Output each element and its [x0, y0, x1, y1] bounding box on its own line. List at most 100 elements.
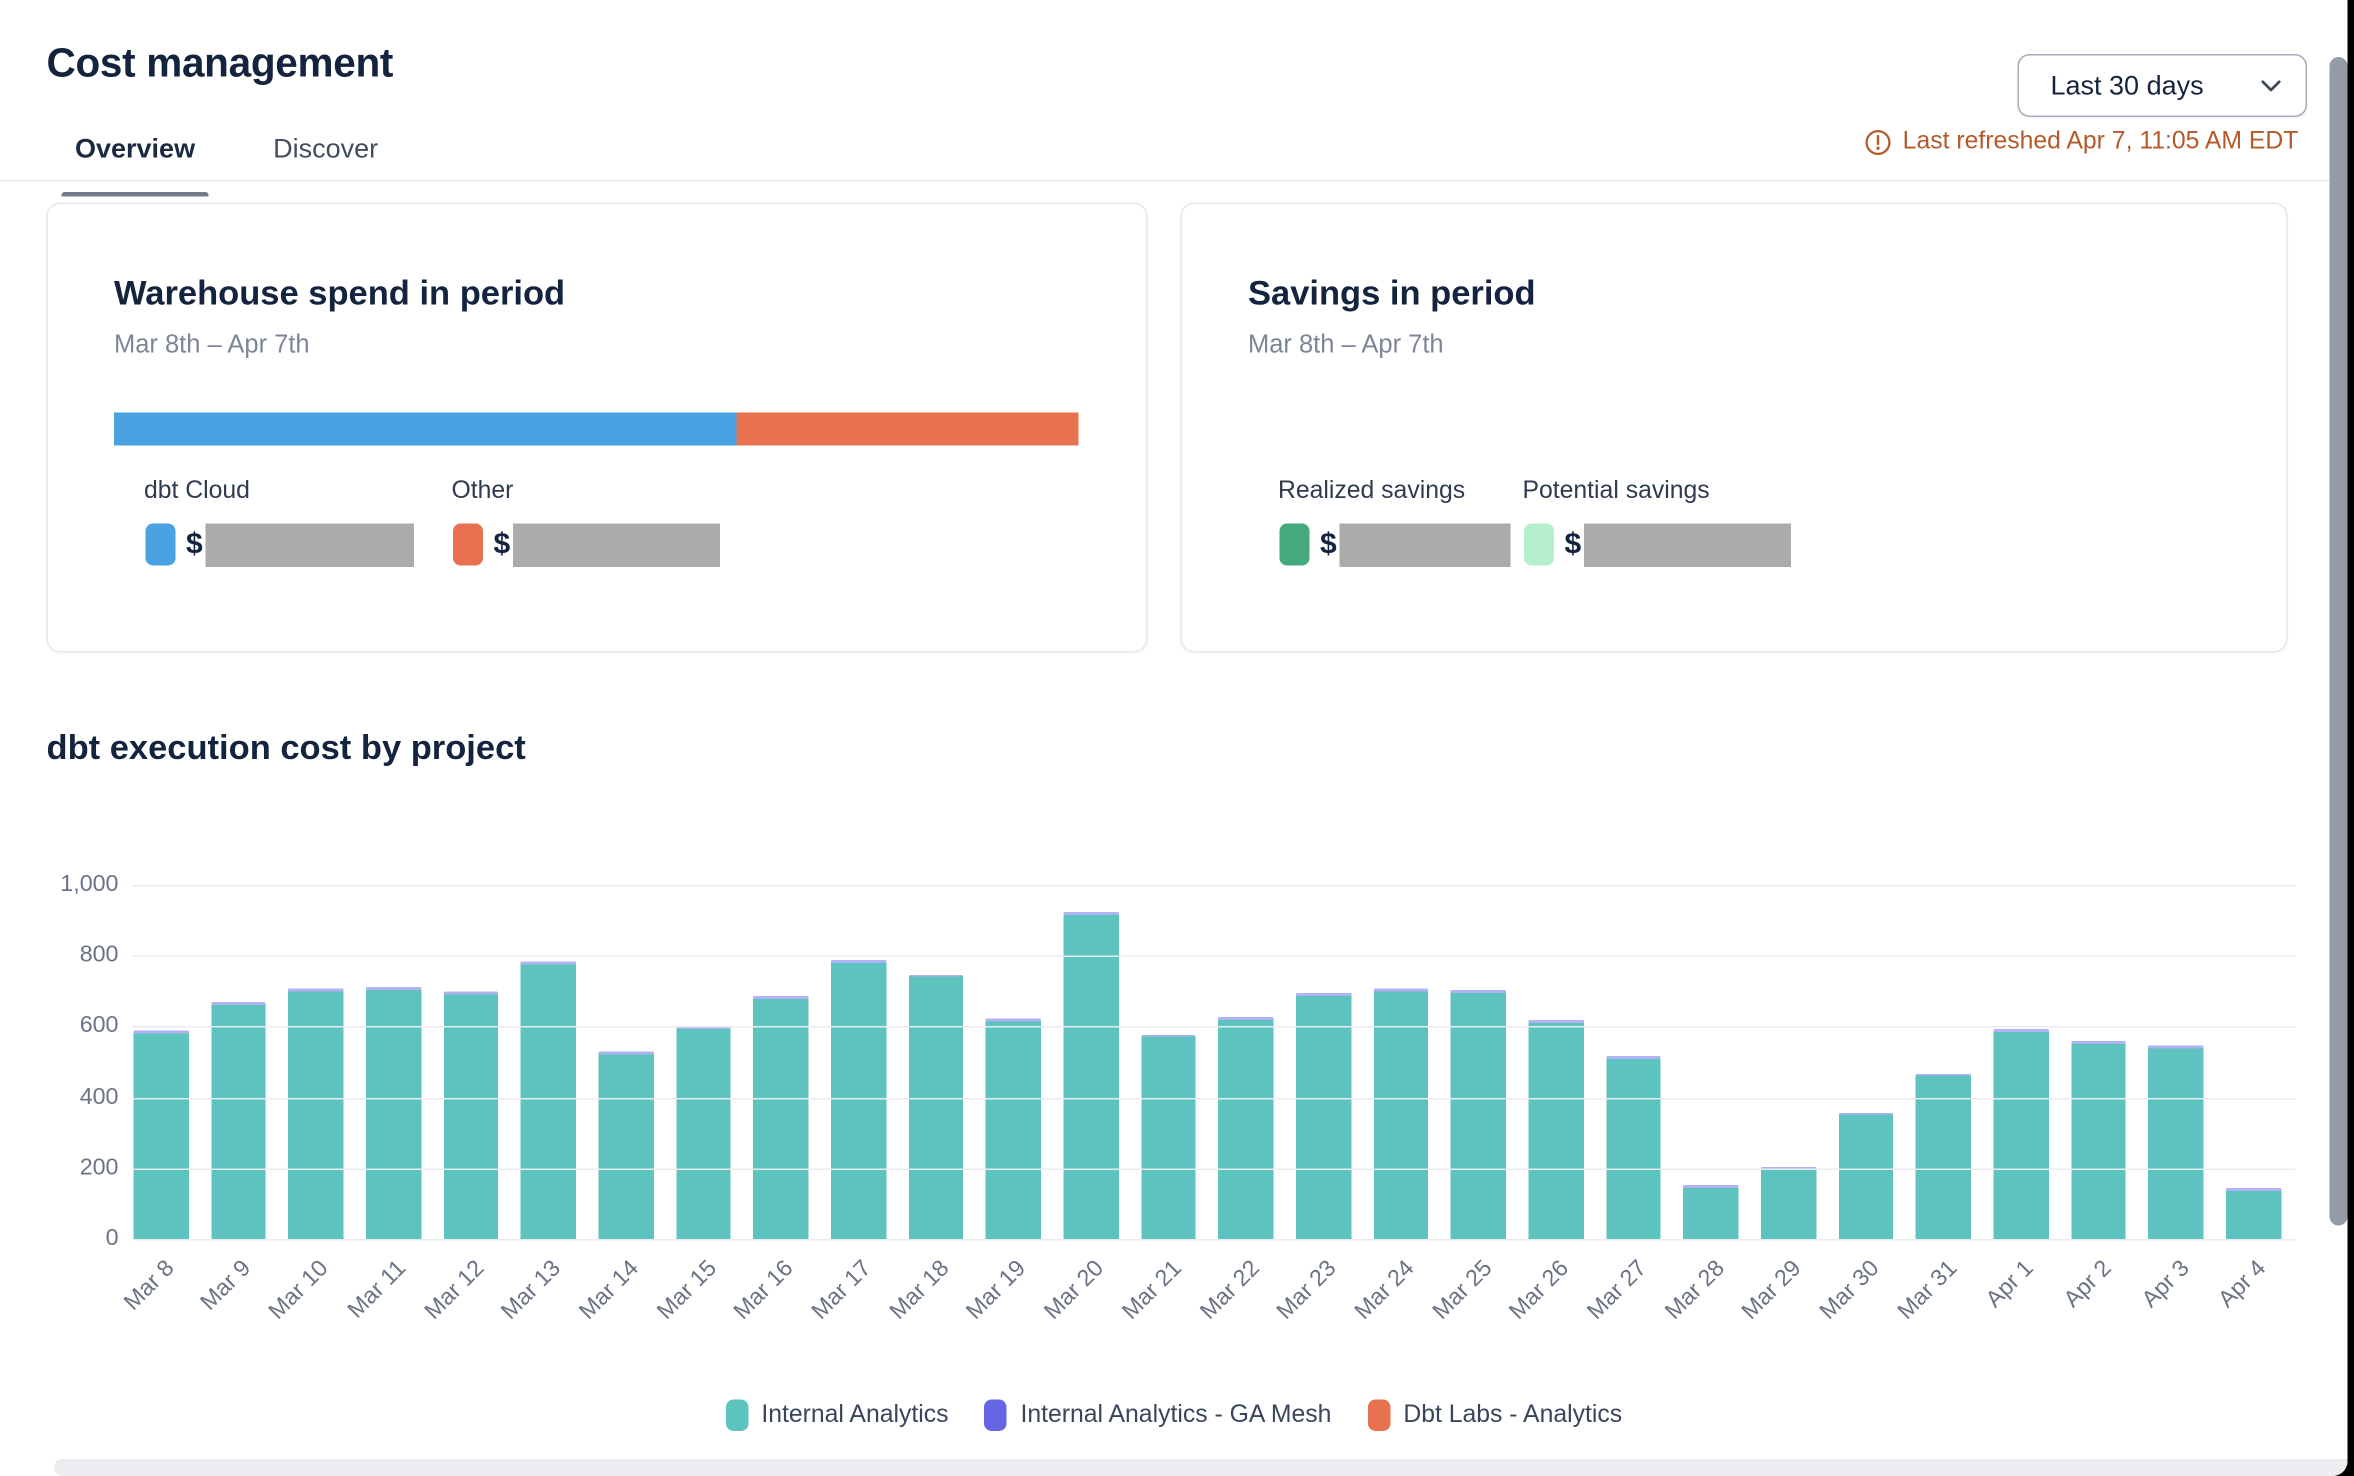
tab-discover[interactable]: Discover [273, 133, 379, 164]
bar-mar-16[interactable] [753, 998, 809, 1239]
tab-overview[interactable]: Overview [61, 134, 209, 197]
x-tick-label: Mar 28 [1659, 1255, 1730, 1325]
bar-slot [598, 885, 654, 1239]
bar-mar-23[interactable] [1296, 996, 1352, 1239]
last-refreshed-text: Last refreshed Apr 7, 11:05 AM EDT [1902, 127, 2299, 155]
bar-slot [2226, 885, 2282, 1239]
bar-mar-21[interactable] [1141, 1037, 1197, 1239]
savings-card: Savings in period Mar 8th – Apr 7th Real… [1180, 201, 2288, 652]
currency-symbol: $ [493, 527, 511, 561]
redacted-value [1584, 522, 1792, 567]
bar-mar-14[interactable] [598, 1054, 654, 1239]
date-range-select[interactable]: Last 30 days [2017, 54, 2307, 117]
bar-slot [1373, 885, 1429, 1239]
x-tick: Apr 4 [2214, 1239, 2281, 1329]
bar-mar-22[interactable] [1218, 1019, 1274, 1239]
bar-mar-10[interactable] [288, 991, 344, 1239]
bar-mar-12[interactable] [443, 994, 499, 1239]
redacted-value [513, 522, 721, 567]
bar-segment-ga-mesh [753, 995, 809, 999]
bar-mar-30[interactable] [1838, 1115, 1894, 1239]
bar-slot [753, 885, 809, 1239]
legend-item-internal-analytics-ga-mesh[interactable]: Internal Analytics - GA Mesh [984, 1399, 1331, 1431]
bar-mar-28[interactable] [1683, 1187, 1739, 1239]
realized-savings-swatch [1279, 523, 1310, 566]
bar-apr-1[interactable] [1993, 1031, 2049, 1239]
x-tick-label: Mar 27 [1582, 1255, 1652, 1325]
x-tick-label: Mar 12 [419, 1255, 490, 1325]
x-tick: Mar 16 [730, 1239, 809, 1329]
bar-apr-2[interactable] [2071, 1044, 2127, 1239]
bar-segment-ga-mesh [1916, 1073, 1972, 1077]
bar-mar-24[interactable] [1373, 991, 1429, 1239]
x-tick-label: Mar 21 [1117, 1255, 1187, 1325]
bar-segment-ga-mesh [1218, 1016, 1274, 1020]
bar-mar-27[interactable] [1606, 1058, 1662, 1239]
x-tick: Mar 13 [497, 1239, 576, 1329]
bar-slot [1838, 885, 1894, 1239]
bar-slot [2148, 885, 2204, 1239]
x-axis-labels: Mar 8 Mar 9 Mar 10 Mar 11 Mar 12 Mar 13 Mar 14… [119, 1239, 2282, 1329]
bar-mar-31[interactable] [1916, 1076, 1972, 1239]
dbt-cloud-label: dbt Cloud [144, 476, 250, 504]
vertical-scrollbar-thumb[interactable] [2329, 57, 2348, 1226]
bar-segment-ga-mesh [1451, 990, 1507, 993]
bar-segment-ga-mesh [986, 1018, 1042, 1022]
x-tick: Mar 19 [962, 1239, 1041, 1329]
bar-mar-26[interactable] [1528, 1023, 1584, 1239]
bar-mar-13[interactable] [521, 964, 577, 1239]
x-tick-label: Mar 20 [1039, 1255, 1110, 1325]
bar-slot [1296, 885, 1352, 1239]
bar-segment-ga-mesh [1373, 988, 1429, 992]
bar-mar-8[interactable] [133, 1033, 189, 1239]
x-tick: Mar 9 [196, 1239, 266, 1329]
bar-slot [1141, 885, 1197, 1239]
card-date-range: Mar 8th – Apr 7th [1248, 329, 1444, 358]
card-title: Savings in period [1248, 272, 1536, 312]
x-tick: Mar 17 [807, 1239, 886, 1329]
bar-mar-9[interactable] [211, 1005, 267, 1239]
legend-item-internal-analytics[interactable]: Internal Analytics [725, 1399, 948, 1431]
last-refreshed-status: Last refreshed Apr 7, 11:05 AM EDT [1865, 128, 2298, 157]
x-tick-label: Apr 1 [1981, 1255, 2040, 1313]
horizontal-scrollbar[interactable] [54, 1458, 2348, 1476]
x-tick-label: Mar 18 [884, 1255, 955, 1325]
bar-segment-ga-mesh [831, 960, 887, 963]
bar-mar-19[interactable] [986, 1021, 1042, 1239]
bar-segment-ga-mesh [1141, 1034, 1197, 1038]
spend-segment-other [737, 411, 1079, 445]
bar-segment-ga-mesh [2071, 1041, 2127, 1045]
currency-symbol: $ [1564, 527, 1582, 561]
legend-swatch [725, 1399, 748, 1431]
other-label: Other [451, 476, 514, 504]
bar-segment-ga-mesh [1606, 1055, 1662, 1059]
bar-mar-29[interactable] [1761, 1169, 1817, 1239]
header-divider [0, 179, 2348, 182]
bar-segment-ga-mesh [2226, 1188, 2282, 1192]
bar-slot [831, 885, 887, 1239]
bar-apr-4[interactable] [2226, 1191, 2282, 1239]
bar-mar-11[interactable] [366, 989, 422, 1239]
bar-mar-15[interactable] [676, 1028, 732, 1239]
bar-mar-17[interactable] [831, 962, 887, 1239]
x-tick: Mar 24 [1350, 1239, 1429, 1329]
bar-apr-3[interactable] [2148, 1047, 2204, 1239]
bar-segment-ga-mesh [211, 1002, 267, 1006]
x-tick: Mar 11 [344, 1239, 421, 1329]
date-range-value: Last 30 days [2050, 69, 2204, 100]
x-tick: Mar 27 [1582, 1239, 1661, 1329]
bar-mar-18[interactable] [908, 977, 964, 1239]
x-tick: Mar 23 [1272, 1239, 1351, 1329]
bar-mar-20[interactable] [1063, 915, 1119, 1239]
x-tick-label: Mar 25 [1427, 1255, 1497, 1325]
legend-item-dbt-labs-analytics[interactable]: Dbt Labs - Analytics [1367, 1399, 1622, 1431]
x-tick: Mar 25 [1427, 1239, 1506, 1329]
bar-mar-25[interactable] [1451, 992, 1507, 1239]
bar-slot [676, 885, 732, 1239]
x-tick: Mar 14 [575, 1239, 654, 1329]
bar-slot [521, 885, 577, 1239]
x-tick-label: Mar 22 [1194, 1255, 1265, 1325]
x-tick: Mar 28 [1660, 1239, 1739, 1329]
redacted-value [1339, 522, 1511, 567]
x-tick-label: Apr 4 [2214, 1255, 2272, 1313]
